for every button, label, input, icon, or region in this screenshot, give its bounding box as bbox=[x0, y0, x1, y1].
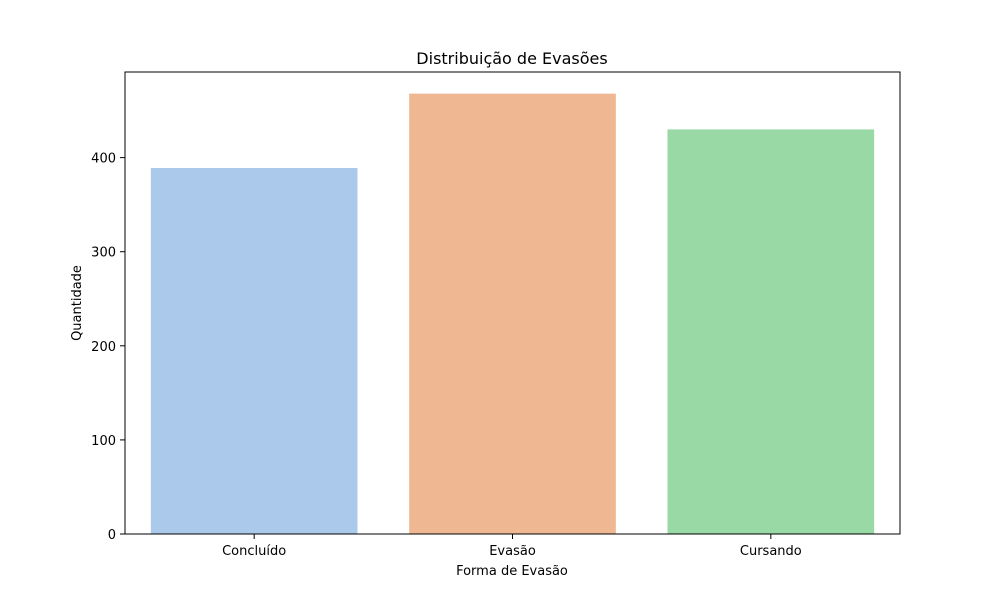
bar-1 bbox=[409, 93, 616, 535]
y-tick-label-3: 300 bbox=[91, 246, 116, 261]
bar-0 bbox=[150, 167, 358, 534]
y-tick-label-2: 200 bbox=[91, 340, 116, 355]
x-axis-label: Forma de Evasão bbox=[456, 564, 568, 579]
plot-frame bbox=[124, 71, 901, 535]
y-tick-label-4: 400 bbox=[91, 152, 116, 167]
x-tick-label-1: Evasão bbox=[489, 544, 536, 559]
y-axis: 0 100 200 300 400 bbox=[91, 152, 125, 543]
bar-2 bbox=[667, 129, 875, 534]
y-tick-label-1: 100 bbox=[91, 434, 116, 449]
y-tick-label-0: 0 bbox=[108, 528, 116, 543]
chart-title: Distribuição de Evasões bbox=[416, 49, 607, 68]
y-axis-label: Quantidade bbox=[70, 265, 85, 341]
bars-layer bbox=[150, 93, 875, 535]
x-tick-label-0: Concluído bbox=[222, 544, 286, 559]
x-tick-label-2: Cursando bbox=[740, 544, 802, 559]
x-axis: Concluído Evasão Cursando bbox=[222, 534, 802, 559]
